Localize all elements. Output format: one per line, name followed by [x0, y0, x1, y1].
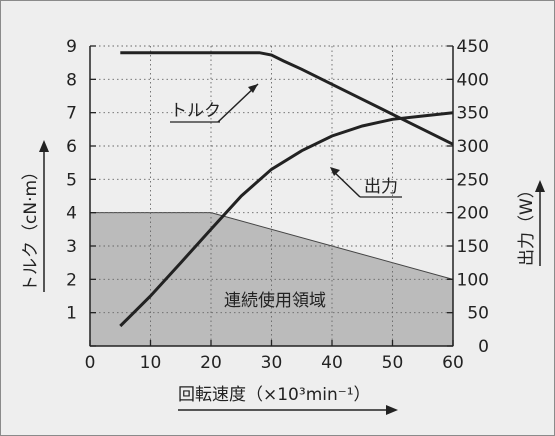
- right-y-axis-label-arrowhead: [535, 180, 545, 192]
- y-right-tick-label: 200: [457, 204, 489, 224]
- y-left-tick-label: 4: [66, 204, 77, 224]
- torque-series-label: トルク: [170, 101, 221, 121]
- left-y-axis-label-group: トルク（cN·m）: [21, 163, 41, 292]
- y-right-tick-label: 350: [457, 104, 489, 124]
- tick-marks: [89, 45, 454, 347]
- x-tick-label: 0: [85, 353, 96, 373]
- y-left-tick-label: 1: [66, 304, 77, 324]
- output-annotation-line: [331, 169, 361, 198]
- y-right-tick-label: 300: [457, 137, 489, 157]
- x-tick-label: 10: [140, 353, 162, 373]
- x-tick-label: 60: [442, 353, 464, 373]
- y-right-tick-label: 150: [457, 237, 489, 257]
- grid-lines: [90, 45, 453, 346]
- tick-labels: 0 10 20 30 40 50 60 1 2 3 4 5 6 7 8 9 0 50 100 150 200 250 300…: [66, 37, 489, 373]
- x-axis-label: 回転速度（×10³min⁻¹）: [178, 385, 371, 405]
- x-tick-label: 40: [321, 353, 343, 373]
- y-right-tick-label: 250: [457, 170, 489, 190]
- x-axis-label-arrowhead: [386, 405, 398, 415]
- y-left-tick-label: 8: [66, 70, 77, 90]
- y-right-tick-label: 0: [478, 337, 489, 357]
- y-left-tick-label: 2: [66, 270, 77, 290]
- left-y-axis-label-arrowhead: [39, 140, 49, 152]
- y-right-tick-label: 50: [467, 304, 489, 324]
- right-y-axis-label: 出力（W）: [517, 181, 537, 266]
- x-tick-label: 20: [200, 353, 222, 373]
- x-tick-label: 30: [261, 353, 283, 373]
- y-left-tick-label: 6: [66, 137, 77, 157]
- region-label: 連続使用領域: [224, 290, 326, 311]
- y-right-tick-label: 450: [457, 37, 489, 57]
- right-y-axis-label-group: 出力（W）: [517, 181, 537, 266]
- torque-line: [120, 51, 453, 146]
- y-left-tick-label: 7: [66, 104, 77, 124]
- y-right-tick-label: 100: [457, 270, 489, 290]
- left-y-axis-label: トルク（cN·m）: [21, 163, 41, 292]
- output-series-label: 出力: [364, 177, 398, 197]
- y-right-tick-label: 400: [457, 70, 489, 90]
- x-tick-label: 50: [382, 353, 404, 373]
- y-left-tick-label: 5: [66, 170, 77, 190]
- torque-annotation-arrowhead: [248, 84, 258, 93]
- output-annotation-arrowhead: [330, 167, 340, 176]
- y-left-tick-label: 3: [66, 237, 77, 257]
- output-line: [119, 111, 453, 328]
- y-left-tick-label: 9: [66, 37, 77, 57]
